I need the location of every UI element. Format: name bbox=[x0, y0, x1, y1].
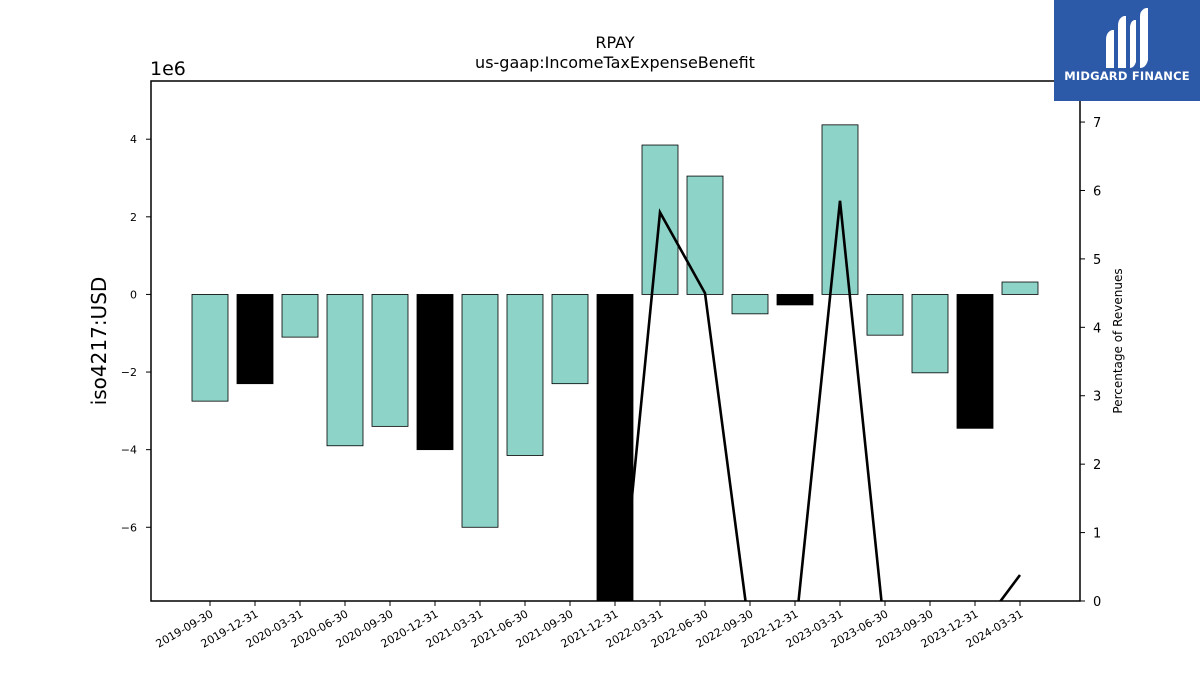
bar-2022-09-30 bbox=[731, 294, 769, 315]
y-tick-label: 0 bbox=[130, 288, 137, 301]
y-tick-label: 2 bbox=[130, 211, 137, 224]
y2-axis-label: Percentage of Revenues bbox=[1111, 268, 1125, 413]
bar-2023-09-30 bbox=[911, 294, 949, 374]
bar-2020-12-31 bbox=[416, 294, 454, 451]
y2-tick-label: 4 bbox=[1093, 321, 1101, 336]
y2-tick-label: 0 bbox=[1093, 595, 1101, 610]
line-group bbox=[620, 200, 1022, 601]
line-segment-0 bbox=[620, 200, 883, 601]
y2-tick-label: 5 bbox=[1093, 253, 1101, 268]
bars-group bbox=[191, 124, 1039, 601]
bar-2020-03-31 bbox=[281, 294, 319, 338]
y2-tick-label: 1 bbox=[1093, 527, 1101, 542]
midgard-logo-icon bbox=[1106, 8, 1148, 68]
bar-2022-12-31 bbox=[776, 294, 814, 306]
y-axis-label: iso4217:USD bbox=[87, 277, 111, 406]
y-tick-label: −2 bbox=[121, 366, 137, 379]
bar-2023-06-30 bbox=[866, 294, 904, 336]
bar-2021-03-31 bbox=[461, 294, 499, 528]
bar-2020-06-30 bbox=[326, 294, 364, 447]
chart-title: RPAY bbox=[595, 33, 634, 52]
y2-tick-label: 3 bbox=[1093, 390, 1101, 405]
y2-tick-label: 6 bbox=[1093, 184, 1101, 199]
line-segment-1 bbox=[998, 574, 1022, 601]
bar-2024-03-31 bbox=[1001, 281, 1039, 295]
y-offset-label: 1e6 bbox=[150, 58, 186, 80]
y-tick-label: 4 bbox=[130, 133, 137, 146]
bar-2021-12-31 bbox=[596, 294, 634, 601]
bar-2021-06-30 bbox=[506, 294, 544, 456]
y2-tick-label: 7 bbox=[1093, 116, 1101, 131]
bar-2023-12-31 bbox=[956, 294, 994, 429]
bar-2019-12-31 bbox=[236, 294, 274, 385]
bar-2022-06-30 bbox=[686, 175, 724, 295]
y-tick-label: −6 bbox=[121, 521, 137, 534]
bar-2020-09-30 bbox=[371, 294, 409, 427]
y-tick-label: −4 bbox=[121, 444, 137, 457]
midgard-logo-text: MIDGARD FINANCE bbox=[1064, 69, 1190, 83]
bar-2021-09-30 bbox=[551, 294, 589, 385]
midgard-logo: MIDGARD FINANCE bbox=[1054, 0, 1200, 101]
chart-subtitle: us-gaap:IncomeTaxExpenseBenefit bbox=[475, 53, 755, 72]
bar-2019-09-30 bbox=[191, 294, 229, 402]
y2-tick-label: 2 bbox=[1093, 458, 1101, 473]
